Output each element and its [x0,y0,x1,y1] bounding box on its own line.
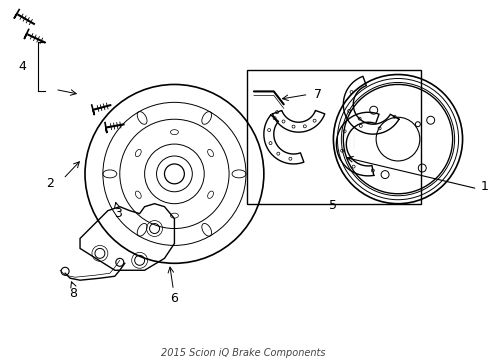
Text: 2015 Scion iQ Brake Components: 2015 Scion iQ Brake Components [161,348,325,358]
Text: 4: 4 [19,60,26,73]
Bar [246,69,420,204]
Text: 5: 5 [329,199,337,212]
Text: 7: 7 [313,88,321,101]
Text: 6: 6 [170,292,178,305]
Text: 8: 8 [69,287,77,300]
Text: 1: 1 [480,180,488,193]
Text: 3: 3 [114,207,122,220]
Text: 2: 2 [46,177,54,190]
